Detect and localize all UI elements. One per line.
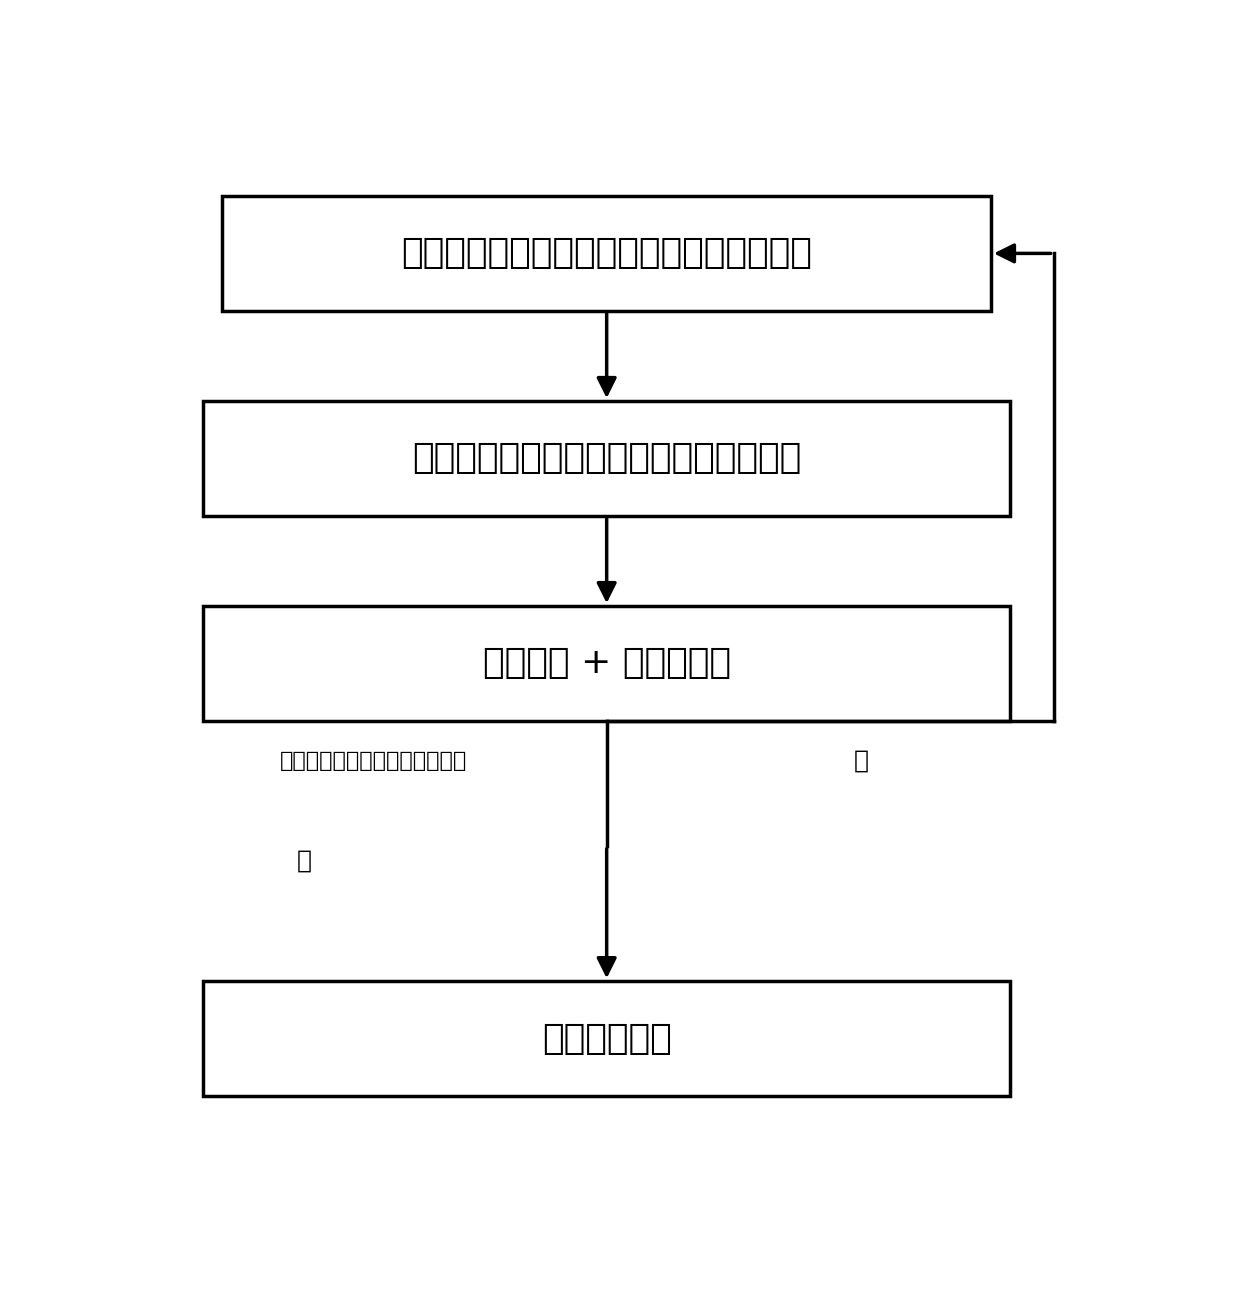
FancyBboxPatch shape [222, 196, 991, 310]
Text: 肺顺应性计算: 肺顺应性计算 [542, 1021, 672, 1056]
Text: 是: 是 [296, 850, 311, 873]
FancyBboxPatch shape [203, 605, 1011, 721]
Text: 是否完成了所有压力点的检测？: 是否完成了所有压力点的检测？ [280, 751, 467, 772]
Text: 否: 否 [854, 750, 869, 773]
FancyBboxPatch shape [203, 981, 1011, 1096]
FancyBboxPatch shape [203, 401, 1011, 516]
Text: 二维或三维肺部通气快速磁共振成像扫描: 二维或三维肺部通气快速磁共振成像扫描 [412, 442, 801, 475]
Text: 图像分割 + 肺体积计算: 图像分割 + 肺体积计算 [482, 647, 730, 681]
Text: 成像对象吸入惰性气体，记录屏气气道压力: 成像对象吸入惰性气体，记录屏气气道压力 [402, 236, 812, 270]
